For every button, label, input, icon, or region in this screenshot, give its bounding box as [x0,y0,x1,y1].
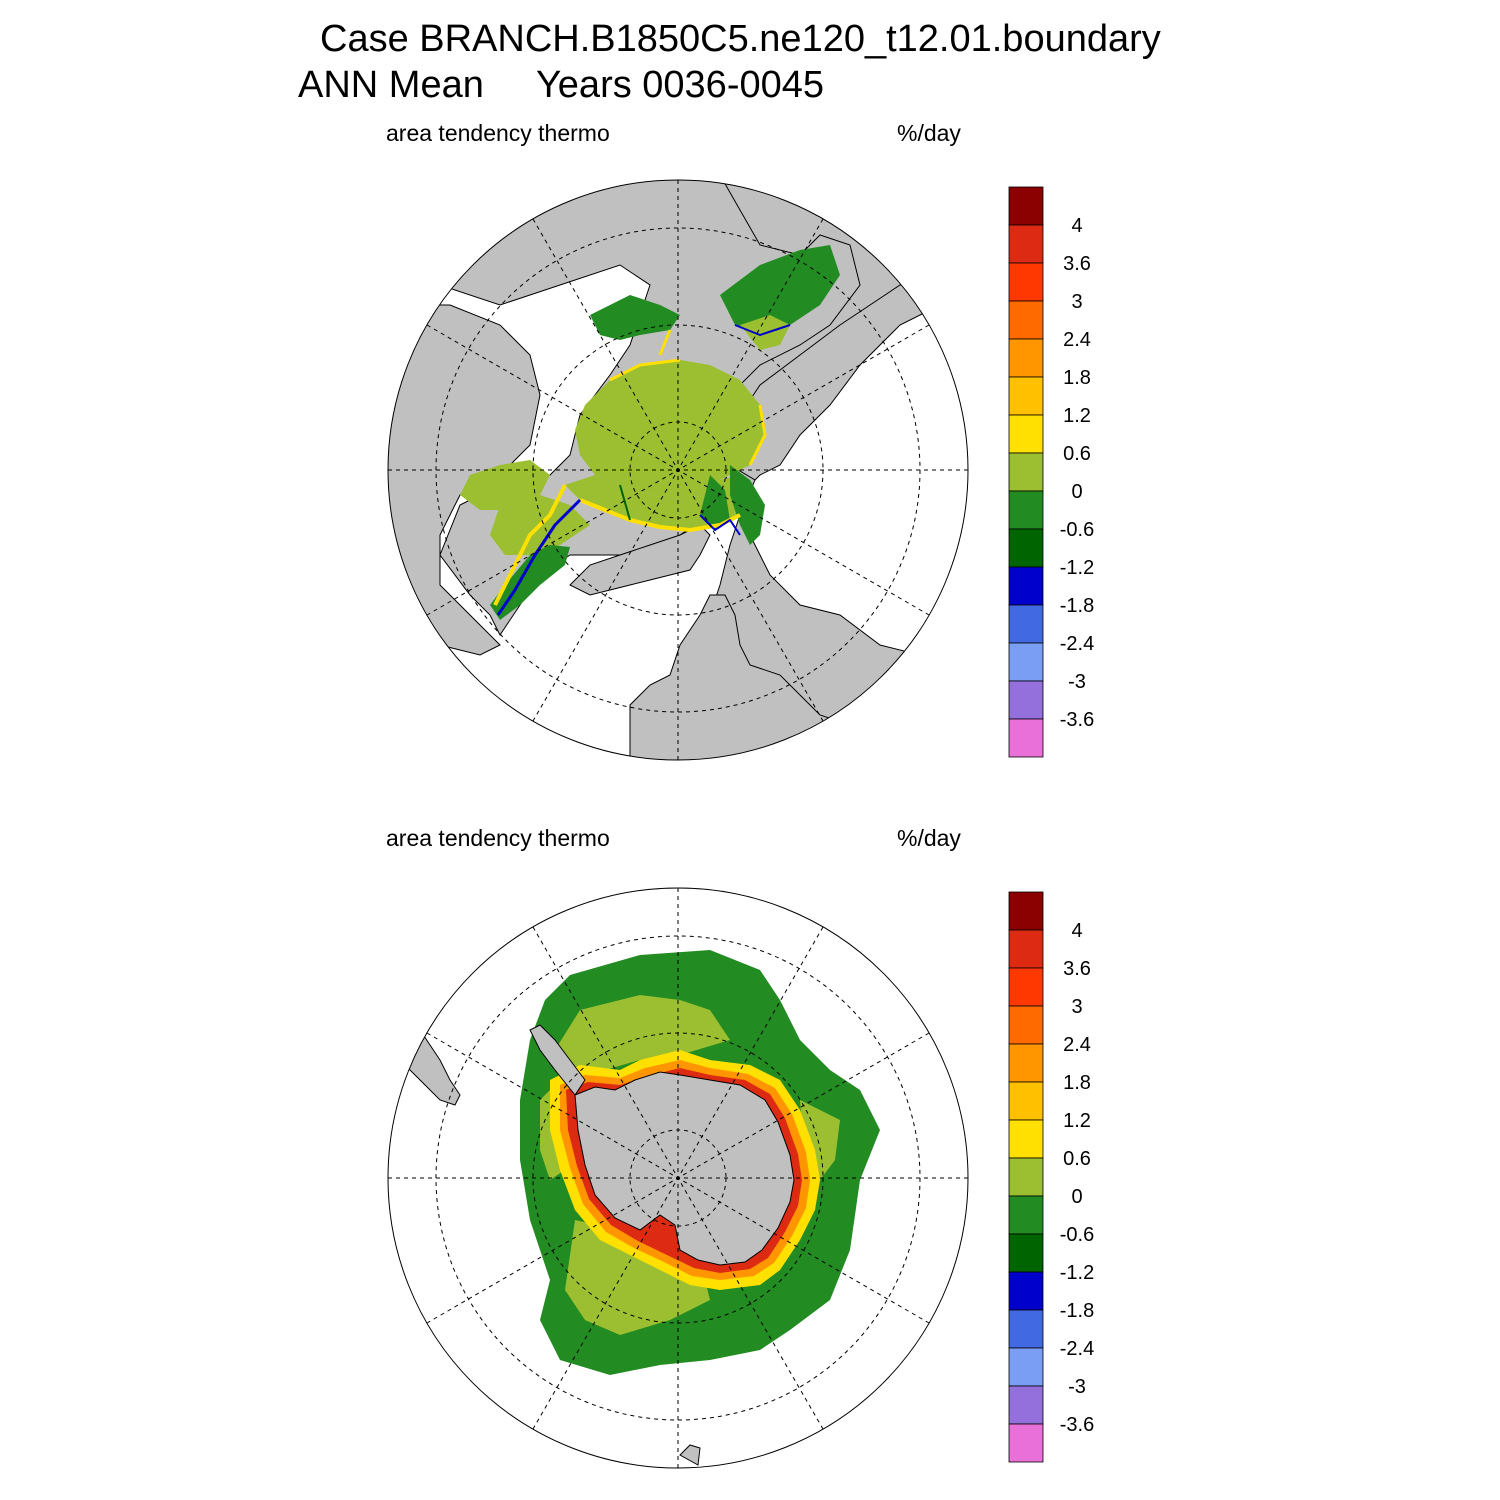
south-colorbar-label: 1.2 [1063,1110,1091,1132]
south-colorbar-box [1008,1081,1044,1121]
south-colorbar-box [1008,1309,1044,1349]
colorbar-north: 4 3.6 3 2.4 1.8 1.2 0.6 0 -0.6 -1.2 -1.8 -2.4 -3 -3.6 [1008,186,1094,758]
south-colorbar-box [1008,1005,1044,1045]
north-colorbar-label: -3.6 [1060,709,1094,731]
south-colorbar-box [1008,1119,1044,1159]
arctic-polar-map [387,179,969,761]
south-colorbar-label: 3.6 [1063,958,1091,980]
arctic-land-greenland [569,524,711,596]
north-colorbar-box [1008,528,1044,568]
south-colorbar-box [1008,1271,1044,1311]
figure-title: Case BRANCH.B1850C5.ne120_t12.01.boundar… [320,18,1161,60]
south-colorbar-label: -3 [1068,1376,1086,1398]
south-colorbar-box [1008,1423,1044,1463]
arctic-map-boundary [387,179,969,761]
north-colorbar-label: 1.8 [1063,367,1091,389]
north-colorbar-label: 3.6 [1063,253,1091,275]
south-colorbar-label: 3 [1071,996,1082,1018]
antarctic-graticule [388,888,968,1468]
south-colorbar-box [1008,1195,1044,1235]
north-colorbar-label: -2.4 [1060,633,1094,655]
panel-north-variable-label: area tendency thermo [386,120,610,146]
north-colorbar-label: 0 [1071,481,1082,503]
north-colorbar-box [1008,718,1044,758]
south-colorbar-box [1008,1385,1044,1425]
south-colorbar-label: -0.6 [1060,1224,1094,1246]
north-colorbar-label: 3 [1071,291,1082,313]
arctic-sea-ice-field [460,245,840,620]
south-colorbar-label: 0 [1071,1186,1082,1208]
north-colorbar-box [1008,224,1044,264]
africa-tip-land [679,1444,701,1466]
north-colorbar-label: 4 [1071,215,1082,237]
north-colorbar-label: -1.2 [1060,557,1094,579]
north-colorbar-box [1008,452,1044,492]
south-colorbar-box [1008,929,1044,969]
panel-south-variable-label: area tendency thermo [386,825,610,851]
panel-south-units-label: %/day [897,825,961,851]
arctic-graticule [388,180,968,760]
north-colorbar-box [1008,262,1044,302]
north-colorbar-box [1008,604,1044,644]
panel-north-units-label: %/day [897,120,961,146]
antarctic-map-boundary [387,887,969,1469]
south-colorbar-box [1008,1157,1044,1197]
south-colorbar-label: 4 [1071,920,1082,942]
north-colorbar-label: 0.6 [1063,443,1091,465]
antarctic-polar-map [387,887,969,1469]
north-colorbar-box [1008,642,1044,682]
north-colorbar-box [1008,566,1044,606]
south-colorbar-label: -2.4 [1060,1338,1094,1360]
north-colorbar-label: -0.6 [1060,519,1094,541]
arctic-ice-edge-bands [493,324,791,616]
north-colorbar-box [1008,186,1044,226]
north-colorbar-box [1008,300,1044,340]
south-colorbar-label: 2.4 [1063,1034,1091,1056]
south-colorbar-label: -1.8 [1060,1300,1094,1322]
north-colorbar-label: 1.2 [1063,405,1091,427]
south-colorbar-label: -3.6 [1060,1414,1094,1436]
north-colorbar-box [1008,680,1044,720]
north-colorbar-label: 2.4 [1063,329,1091,351]
south-colorbar-box [1008,1233,1044,1273]
north-colorbar-label: -1.8 [1060,595,1094,617]
north-colorbar-box [1008,490,1044,530]
south-colorbar-box [1008,1347,1044,1387]
antarctica-land [574,1071,795,1266]
north-colorbar-box [1008,338,1044,378]
south-colorbar-label: 0.6 [1063,1148,1091,1170]
south-colorbar-label: -1.2 [1060,1262,1094,1284]
north-colorbar-label: -3 [1068,671,1086,693]
south-colorbar-box [1008,891,1044,931]
antarctic-peninsula-land [529,1024,586,1096]
south-colorbar-box [1008,1043,1044,1083]
south-colorbar-box [1008,967,1044,1007]
figure-subtitle: ANN Mean Years 0036-0045 [298,64,825,106]
colorbar-south: 4 3.6 3 2.4 1.8 1.2 0.6 0 -0.6 -1.2 -1.8 -2.4 -3 -3.6 [1008,891,1094,1463]
south-colorbar-label: 1.8 [1063,1072,1091,1094]
north-colorbar-box [1008,376,1044,416]
north-colorbar-box [1008,414,1044,454]
